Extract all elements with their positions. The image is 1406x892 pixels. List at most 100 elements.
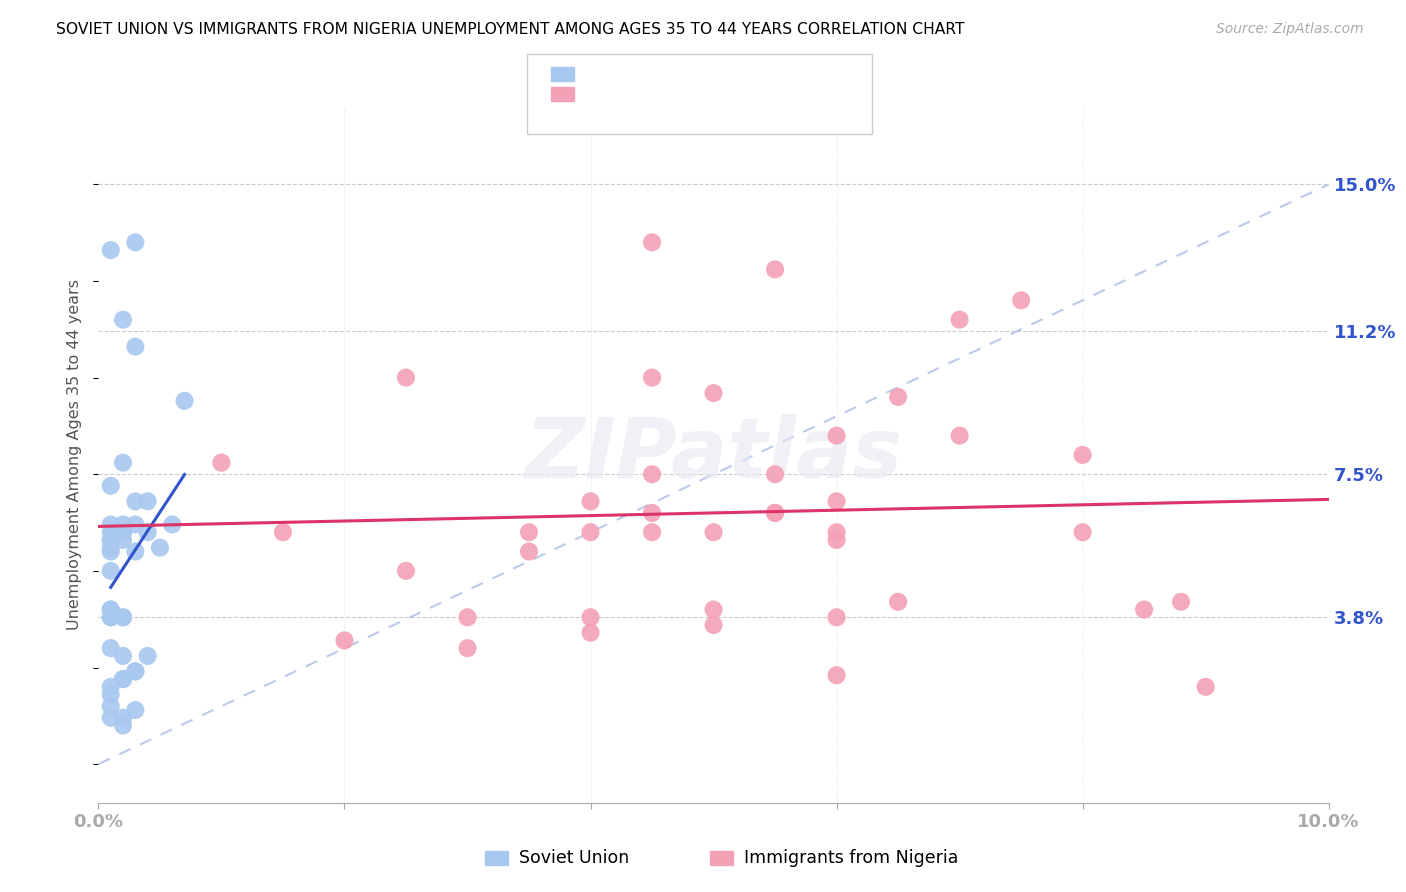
Point (112, 517, 135, 532)
Point (124, 235, 146, 250)
Text: 45: 45 (725, 64, 751, 84)
Text: Source: ZipAtlas.com: Source: ZipAtlas.com (1216, 22, 1364, 37)
Point (456, 610, 478, 624)
Point (112, 525, 135, 540)
Point (825, 525, 848, 540)
Point (703, 602, 725, 616)
Point (395, 564, 418, 578)
Point (100, 544, 122, 558)
Point (100, 602, 122, 616)
Point (641, 467, 664, 482)
Point (1170, 595, 1192, 609)
Point (100, 688, 122, 702)
Point (100, 610, 122, 624)
Text: R =: R = (588, 64, 628, 84)
Point (112, 456, 135, 470)
Point (112, 533, 135, 547)
Point (641, 525, 664, 540)
Point (211, 456, 233, 470)
Point (395, 370, 418, 384)
Point (100, 641, 122, 656)
Point (100, 602, 122, 616)
Point (100, 525, 122, 540)
Point (124, 665, 146, 679)
Point (173, 393, 195, 408)
Point (100, 699, 122, 714)
Point (517, 544, 540, 558)
Point (112, 610, 135, 624)
Text: N =: N = (682, 84, 735, 103)
Point (456, 641, 478, 656)
Point (703, 386, 725, 401)
Point (100, 533, 122, 547)
Point (579, 525, 602, 540)
Point (1010, 293, 1032, 308)
Text: N =: N = (682, 64, 735, 84)
Text: 0.308: 0.308 (630, 84, 689, 103)
Point (703, 525, 725, 540)
Point (1195, 680, 1218, 694)
Point (1071, 448, 1094, 462)
Point (136, 525, 159, 540)
Point (949, 428, 972, 442)
Point (112, 672, 135, 686)
Text: R =: R = (588, 84, 628, 103)
Point (333, 633, 356, 648)
Point (100, 479, 122, 493)
Point (124, 703, 146, 717)
Point (1133, 602, 1156, 616)
Point (271, 525, 294, 540)
Point (100, 680, 122, 694)
Point (641, 370, 664, 384)
Point (763, 262, 786, 277)
Point (112, 610, 135, 624)
Text: 42: 42 (725, 84, 751, 103)
Point (124, 665, 146, 679)
Point (641, 506, 664, 520)
Text: 0.215: 0.215 (630, 64, 689, 84)
Point (1071, 525, 1094, 540)
Point (112, 648, 135, 663)
Point (124, 494, 146, 508)
Point (825, 533, 848, 547)
Point (887, 595, 910, 609)
Point (124, 517, 146, 532)
Point (517, 525, 540, 540)
Point (763, 467, 786, 482)
Point (136, 648, 159, 663)
Point (641, 235, 664, 250)
Text: Immigrants from Nigeria: Immigrants from Nigeria (744, 849, 957, 867)
Point (124, 340, 146, 354)
Point (763, 506, 786, 520)
Point (825, 494, 848, 508)
Point (136, 494, 159, 508)
Point (124, 544, 146, 558)
Point (825, 668, 848, 682)
Point (703, 618, 725, 632)
Point (100, 541, 122, 555)
Point (100, 533, 122, 547)
Point (149, 541, 172, 555)
Point (112, 312, 135, 326)
Point (579, 494, 602, 508)
Point (949, 312, 972, 326)
Text: Soviet Union: Soviet Union (519, 849, 628, 867)
Point (579, 610, 602, 624)
Point (112, 711, 135, 725)
Y-axis label: Unemployment Among Ages 35 to 44 years: Unemployment Among Ages 35 to 44 years (67, 279, 83, 631)
Point (100, 243, 122, 257)
Point (112, 672, 135, 686)
Point (112, 525, 135, 540)
Point (100, 564, 122, 578)
Point (100, 517, 122, 532)
Point (162, 517, 183, 532)
Point (112, 718, 135, 732)
Text: SOVIET UNION VS IMMIGRANTS FROM NIGERIA UNEMPLOYMENT AMONG AGES 35 TO 44 YEARS C: SOVIET UNION VS IMMIGRANTS FROM NIGERIA … (56, 22, 965, 37)
Point (100, 610, 122, 624)
Point (579, 625, 602, 640)
Point (100, 711, 122, 725)
Point (825, 428, 848, 442)
Text: ZIPatlas: ZIPatlas (524, 415, 903, 495)
Point (763, 506, 786, 520)
Point (825, 610, 848, 624)
